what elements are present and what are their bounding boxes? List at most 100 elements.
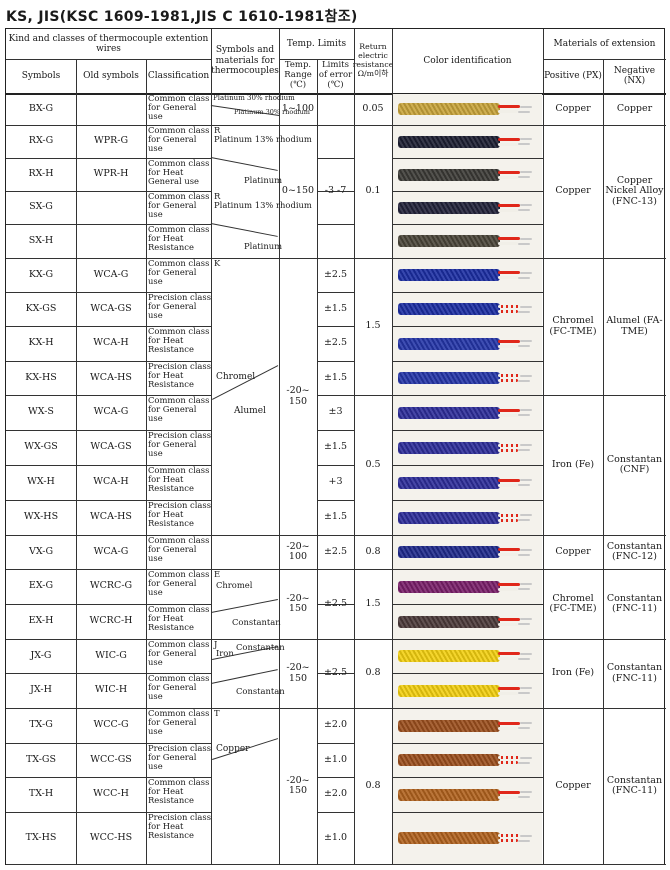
wire-conductor-positive [498, 170, 520, 174]
symbol-cell: KX-GS [25, 302, 57, 314]
symbol-cell: KX-G [28, 268, 54, 280]
grid-line [6, 361, 211, 362]
thermocouple-material-label: K [214, 258, 221, 268]
classification-cell: Common class for General use [148, 126, 210, 154]
wire-conductor-positive [498, 756, 520, 759]
old-symbol-cell: WCA-GS [90, 441, 132, 453]
classification-cell: Common class for General use [148, 536, 210, 564]
grid-line [392, 673, 543, 674]
old-symbol-cell: WCA-G [93, 545, 129, 557]
wire-tip [518, 449, 530, 451]
wire-jacket [398, 235, 500, 247]
grid-line [317, 93, 318, 864]
grid-line [543, 708, 666, 709]
error-limit-cell: +3 [328, 476, 343, 488]
symbol-cell: TX-H [28, 788, 54, 800]
wire-conductor-negative [498, 622, 518, 626]
old-symbol-cell: WCA-G [93, 268, 129, 280]
wire-conductor-negative [498, 413, 518, 417]
error-limit-cell: ±2.5 [323, 337, 348, 349]
error-limit-cell: ±1.0 [323, 753, 348, 765]
grid-line [603, 59, 604, 864]
grid-line [6, 864, 211, 865]
wire-tip [518, 242, 530, 245]
wire-jacket [398, 201, 500, 214]
wire-sample [398, 832, 532, 844]
wire-conductor-negative [498, 483, 518, 487]
symbol-cell: KX-H [28, 337, 54, 349]
positive-cell: Chromel (FC-TME) [549, 315, 597, 337]
classification-cell: Common class for General use [148, 640, 210, 668]
grid-line [6, 93, 666, 95]
symbol-cell: JX-H [30, 684, 52, 696]
grid-line [392, 639, 543, 640]
grid-line [6, 569, 211, 570]
temp-range-cell: -20~ 150 [286, 774, 310, 796]
temp-range-cell: -20~ 150 [286, 592, 310, 614]
grid-line [6, 395, 211, 396]
wire-conductor-negative [498, 276, 518, 279]
grid-line [392, 864, 543, 865]
resistance-cell: 1.5 [365, 597, 381, 609]
wire-tip [518, 519, 530, 521]
thermocouple-material-label: Constantan [232, 617, 281, 627]
wire-conductor-positive [498, 237, 520, 240]
header-symbols: Symbols [21, 70, 61, 81]
wire-conductor-negative [498, 518, 518, 522]
symbol-cell: WX-GS [24, 441, 58, 453]
wire-tip [520, 444, 532, 446]
old-symbol-cell: WCC-GS [90, 753, 132, 765]
wire-jacket [398, 372, 500, 384]
classification-cell: Common class for Heat Resistance [148, 466, 210, 494]
wire-conductor-negative [498, 344, 518, 348]
grid-line [211, 639, 279, 640]
symbol-cell: BX-G [28, 102, 54, 114]
symbol-cell: TX-G [29, 719, 53, 731]
error-limit-cell: ±1.5 [323, 302, 348, 314]
error-limit-cell: ±2.0 [323, 788, 348, 800]
wire-conductor-negative [498, 175, 518, 179]
wire-conductor-positive [498, 137, 520, 141]
wire-sample [398, 684, 532, 697]
thermocouple-material-label: Platinum 13% rhodium [214, 134, 312, 144]
grid-line [317, 604, 354, 605]
old-symbol-cell: WCA-GS [90, 302, 132, 314]
wire-tip [520, 237, 532, 240]
negative-cell: Constantan (FNC-11) [606, 774, 663, 796]
classification-cell: Common class for Heat Resistance [148, 605, 210, 633]
wire-conductor-positive [498, 203, 520, 207]
thermocouple-material-label: J [214, 639, 218, 649]
header-symbols-materials: Symbols and materials for thermocouples [211, 45, 279, 77]
thermocouple-material-label: T [214, 708, 220, 718]
header-color-identification: Color identification [423, 55, 512, 66]
old-symbol-cell: WCRC-G [89, 580, 133, 592]
wire-tip [518, 110, 530, 113]
positive-cell: Iron (Fe) [551, 458, 595, 470]
classification-cell: Precision class for Heat Resistance [148, 813, 211, 841]
thermocouple-material-label: R [214, 125, 221, 135]
thermocouple-material-label: Constantan [236, 642, 285, 652]
classification-cell: Common class for Heat Resistance [148, 225, 210, 253]
wire-tip [518, 345, 530, 347]
resistance-cell: 1.5 [365, 320, 381, 332]
wire-tip [520, 687, 532, 689]
grid-line [543, 258, 666, 259]
error-limit-cell: -3 -7 [324, 185, 347, 197]
grid-line [211, 258, 279, 259]
negative-cell: Copper [616, 102, 653, 114]
wire-conductor-negative [498, 553, 518, 556]
wire-conductor-positive [498, 548, 520, 551]
wire-tip [520, 548, 532, 551]
wire-conductor-negative [498, 208, 518, 212]
wire-conductor-positive [498, 374, 520, 377]
wire-tip [518, 209, 530, 211]
classification-cell: Precision class for General use [148, 431, 211, 459]
grid-line [392, 604, 543, 605]
wire-tip [520, 105, 532, 108]
classification-cell: Common class for General use [148, 570, 210, 598]
wire-conductor-negative [498, 795, 518, 799]
wire-tip [518, 276, 530, 279]
wire-sample [398, 201, 532, 214]
wire-tip [518, 727, 530, 729]
grid-line [354, 864, 392, 865]
